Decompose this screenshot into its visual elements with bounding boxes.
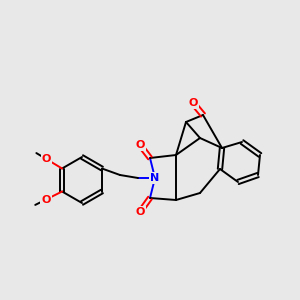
Text: O: O: [188, 98, 198, 108]
Text: N: N: [150, 173, 160, 183]
Text: O: O: [41, 194, 51, 205]
Text: O: O: [135, 207, 145, 217]
Text: O: O: [135, 140, 145, 150]
Text: O: O: [42, 154, 51, 164]
